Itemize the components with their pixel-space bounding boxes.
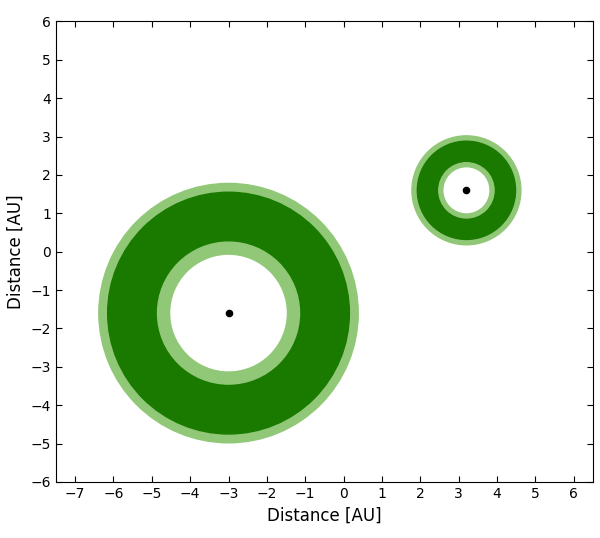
X-axis label: Distance [AU]: Distance [AU]: [267, 506, 382, 525]
Point: [224, 309, 233, 317]
Circle shape: [418, 141, 515, 239]
Circle shape: [444, 168, 488, 213]
Circle shape: [412, 136, 521, 245]
Circle shape: [171, 256, 286, 371]
Point: [461, 186, 471, 195]
Circle shape: [99, 183, 358, 443]
Circle shape: [107, 192, 349, 434]
Circle shape: [158, 242, 299, 384]
Y-axis label: Distance [AU]: Distance [AU]: [7, 194, 25, 309]
Circle shape: [439, 162, 494, 218]
